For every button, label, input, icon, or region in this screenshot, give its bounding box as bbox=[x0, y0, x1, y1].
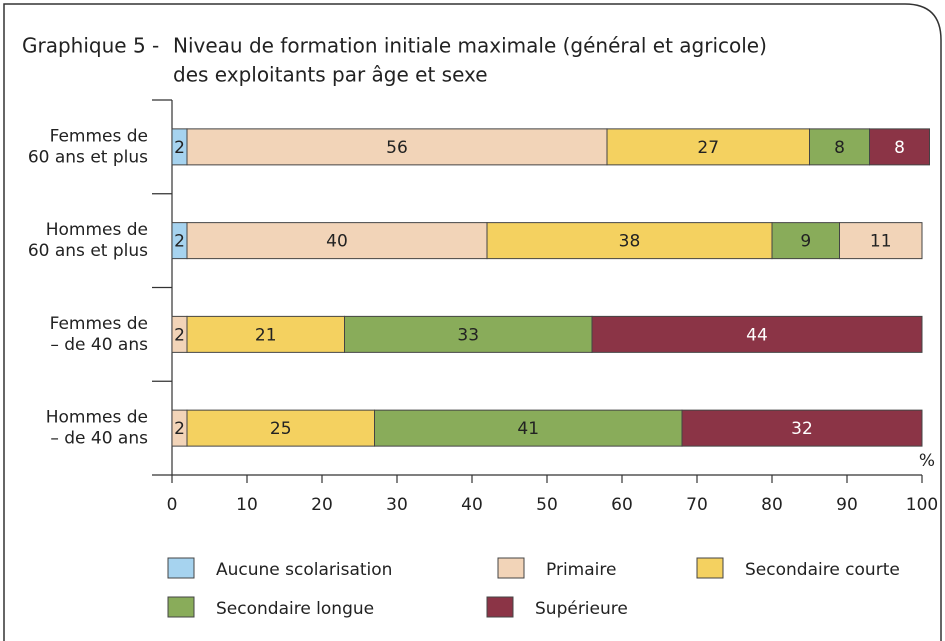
y-tick-label: – de 40 ans bbox=[50, 335, 148, 355]
x-tick-label: 100 bbox=[906, 495, 938, 515]
x-unit: % bbox=[919, 451, 935, 471]
bar-segment bbox=[344, 315, 593, 353]
segment-label: 8 bbox=[834, 138, 845, 158]
x-tick-label: 30 bbox=[386, 495, 408, 515]
bar-segment bbox=[186, 409, 375, 447]
x-tick-label: 10 bbox=[236, 495, 258, 515]
segment-label: 56 bbox=[386, 138, 408, 158]
bar-segment bbox=[809, 128, 870, 166]
y-tick-label: 60 ans et plus bbox=[28, 241, 148, 261]
legend-label: Secondaire longue bbox=[216, 599, 374, 619]
x-tick-label: 50 bbox=[536, 495, 558, 515]
chart-title: Niveau de formation initiale maximale (g… bbox=[173, 34, 767, 58]
segment-label: 2 bbox=[174, 138, 185, 158]
frame bbox=[3, 3, 942, 641]
legend-swatch bbox=[497, 557, 525, 579]
segment-label: 2 bbox=[174, 325, 185, 345]
segment-label: 25 bbox=[270, 419, 292, 439]
segment-label: 38 bbox=[619, 232, 641, 252]
segment-label: 21 bbox=[255, 325, 277, 345]
x-tick-label: 90 bbox=[836, 495, 858, 515]
y-tick-label: Hommes de bbox=[46, 220, 148, 240]
x-tick-label: 0 bbox=[167, 495, 178, 515]
segment-label: 40 bbox=[326, 232, 348, 252]
bar-segment bbox=[681, 409, 923, 447]
bar-segment bbox=[771, 222, 840, 260]
segment-label: 33 bbox=[457, 325, 479, 345]
legend-swatch bbox=[167, 596, 195, 618]
x-tick-label: 80 bbox=[761, 495, 783, 515]
segment-label: 27 bbox=[697, 138, 719, 158]
bar-segment bbox=[606, 128, 810, 166]
legend-swatch bbox=[167, 557, 195, 579]
segment-label: 8 bbox=[894, 138, 905, 158]
bar-segment bbox=[591, 315, 923, 353]
x-tick-label: 40 bbox=[461, 495, 483, 515]
legend-label: Primaire bbox=[546, 560, 616, 580]
bar-segment bbox=[186, 128, 608, 166]
segment-label: 11 bbox=[870, 232, 892, 252]
bar-segment bbox=[839, 222, 923, 260]
x-tick-label: 70 bbox=[686, 495, 708, 515]
chart-label: Graphique 5 - bbox=[22, 34, 159, 58]
legend-label: Supérieure bbox=[535, 599, 628, 619]
y-tick-label: 60 ans et plus bbox=[28, 147, 148, 167]
legend-label: Aucune scolarisation bbox=[216, 560, 392, 580]
segment-label: 32 bbox=[791, 419, 813, 439]
segment-label: 44 bbox=[746, 325, 768, 345]
y-tick-label: Femmes de bbox=[50, 314, 148, 334]
legend-swatch bbox=[486, 596, 514, 618]
bar-segment bbox=[186, 315, 345, 353]
y-tick-label: Femmes de bbox=[50, 126, 148, 146]
legend-label: Secondaire courte bbox=[745, 560, 900, 580]
bar-segment bbox=[374, 409, 683, 447]
x-tick-label: 20 bbox=[311, 495, 333, 515]
segment-label: 9 bbox=[800, 232, 811, 252]
y-tick-label: Hommes de bbox=[46, 408, 148, 428]
bar-segment bbox=[486, 222, 773, 260]
legend-swatch bbox=[696, 557, 724, 579]
segment-label: 2 bbox=[174, 419, 185, 439]
segment-label: 41 bbox=[517, 419, 539, 439]
x-tick-label: 60 bbox=[611, 495, 633, 515]
chart-title: des exploitants par âge et sexe bbox=[173, 63, 488, 87]
y-tick-label: – de 40 ans bbox=[50, 429, 148, 449]
segment-label: 2 bbox=[174, 232, 185, 252]
bar-segment bbox=[869, 128, 930, 166]
